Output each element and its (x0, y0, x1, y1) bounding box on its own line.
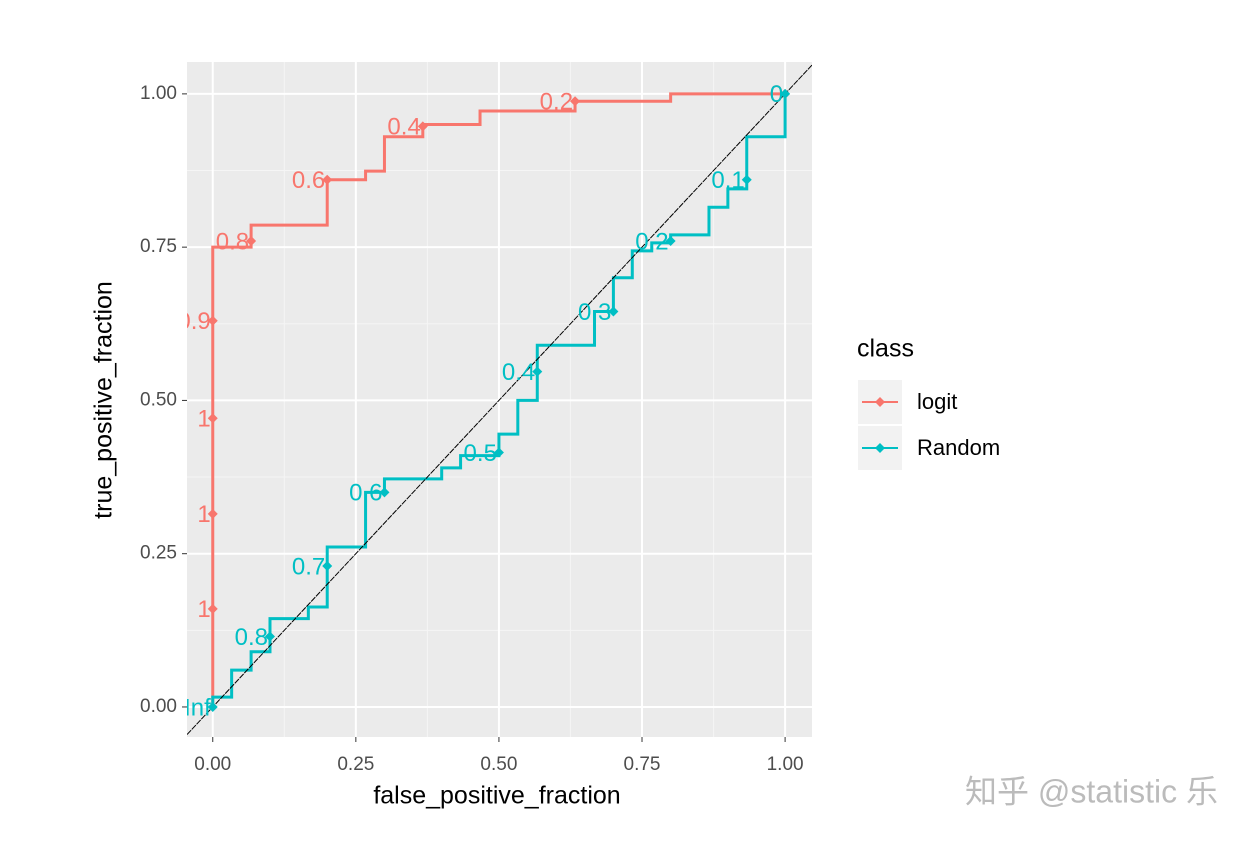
x-axis-title: false_positive_fraction (373, 782, 620, 810)
cutoff-label: 0.7 (292, 553, 325, 580)
cutoff-point (207, 413, 218, 424)
cutoff-point (207, 603, 218, 614)
cutoff-point (207, 508, 218, 519)
cutoff-point (207, 701, 218, 712)
legend-title: class (857, 335, 914, 363)
diagonal (187, 64, 812, 735)
cutoff-point (417, 121, 428, 132)
cutoff-point (322, 560, 333, 571)
cutoff-label: 0.5 (464, 440, 497, 467)
legend-label: Random (917, 435, 1000, 460)
x-tick-label: 1.00 (767, 754, 804, 775)
cutoff-label: 0.1 (711, 167, 744, 194)
cutoff-point (665, 236, 676, 247)
cutoff-label: 0.4 (502, 359, 535, 386)
y-tick-label: 0.00 (140, 696, 177, 717)
watermark: 知乎 @statistic 乐 (965, 773, 1218, 809)
y-tick-label: 0.75 (140, 236, 177, 257)
cutoff-label: 0.3 (578, 299, 611, 326)
y-axis-title: true_positive_fraction (90, 281, 118, 519)
cutoff-label: 0.8 (216, 228, 249, 255)
roc-line (211, 93, 787, 707)
cutoff-point (570, 96, 581, 107)
cutoff-point (608, 306, 619, 317)
legend-point (875, 443, 885, 453)
cutoff-point (322, 174, 333, 185)
cutoff-label: 0.6 (292, 167, 325, 194)
y-tick-label: 0.50 (140, 389, 177, 410)
cutoff-label: Inf (184, 694, 211, 721)
cutoff-label: 0.6 (349, 480, 382, 507)
cutoff-label: 1 (197, 406, 210, 433)
cutoff-label: 1 (197, 501, 210, 528)
x-tick-label: 0.75 (624, 754, 661, 775)
cutoff-point (780, 88, 791, 99)
legend-point (875, 397, 885, 407)
cutoff-label: 0.8 (235, 624, 268, 651)
y-tick-label: 0.25 (140, 543, 177, 564)
cutoff-label: 0 (770, 81, 783, 108)
cutoff-point (532, 366, 543, 377)
cutoff-label: 0 (770, 81, 783, 108)
cutoff-label: 0.9 (177, 308, 210, 335)
cutoff-label: 0.2 (540, 89, 573, 116)
x-tick-label: 0.25 (337, 754, 374, 775)
cutoff-label: 0.4 (387, 114, 420, 141)
legend-label: logit (917, 389, 957, 414)
cutoff-point (264, 631, 275, 642)
cutoff-point (207, 315, 218, 326)
x-tick-label: 0.00 (194, 754, 231, 775)
cutoff-point (493, 447, 504, 458)
cutoff-label: 1 (197, 596, 210, 623)
cutoff-point (246, 236, 257, 247)
y-tick-label: 1.00 (140, 83, 177, 104)
cutoff-label: 0.2 (635, 228, 668, 255)
cutoff-point (379, 487, 390, 498)
cutoff-point (741, 174, 752, 185)
x-tick-label: 0.50 (480, 754, 517, 775)
